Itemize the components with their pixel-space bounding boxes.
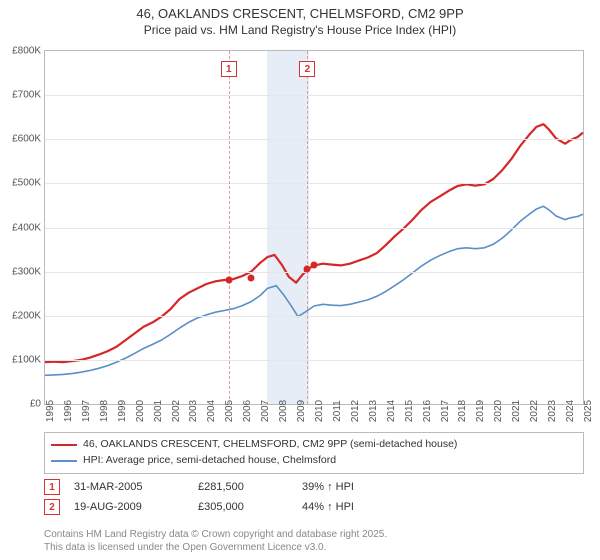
x-tick-label: 2016 bbox=[422, 400, 433, 422]
x-tick-label: 2023 bbox=[547, 400, 558, 422]
attribution-line-2: This data is licensed under the Open Gov… bbox=[44, 541, 584, 554]
x-tick-label: 2010 bbox=[314, 400, 325, 422]
sales-table: 1 31-MAR-2005 £281,500 39% ↑ HPI 2 19-AUG-200… bbox=[44, 477, 584, 517]
sale-marker-2: 2 bbox=[299, 61, 315, 77]
x-tick-label: 1999 bbox=[117, 400, 128, 422]
y-gridline bbox=[45, 316, 583, 317]
legend: 46, OAKLANDS CRESCENT, CHELMSFORD, CM2 9… bbox=[44, 432, 584, 474]
x-tick-label: 2003 bbox=[188, 400, 199, 422]
sale-date: 31-MAR-2005 bbox=[74, 481, 184, 493]
x-tick-label: 2013 bbox=[368, 400, 379, 422]
legend-label: 46, OAKLANDS CRESCENT, CHELMSFORD, CM2 9… bbox=[83, 437, 457, 453]
sale-marker-1: 1 bbox=[221, 61, 237, 77]
y-tick-label: £0 bbox=[1, 399, 41, 410]
x-tick-label: 2025 bbox=[583, 400, 594, 422]
x-tick-label: 1996 bbox=[63, 400, 74, 422]
x-tick-label: 2002 bbox=[171, 400, 182, 422]
attribution-line-1: Contains HM Land Registry data © Crown c… bbox=[44, 528, 584, 541]
sale-row-marker: 2 bbox=[44, 499, 60, 515]
x-tick-label: 1995 bbox=[45, 400, 56, 422]
legend-label: HPI: Average price, semi-detached house,… bbox=[83, 453, 336, 469]
x-tick-label: 2005 bbox=[224, 400, 235, 422]
sale-row: 2 19-AUG-2009 £305,000 44% ↑ HPI bbox=[44, 497, 584, 517]
plot-box: £0£100K£200K£300K£400K£500K£600K£700K£80… bbox=[44, 50, 584, 405]
y-gridline bbox=[45, 139, 583, 140]
x-tick-label: 2011 bbox=[332, 400, 343, 422]
legend-item: 46, OAKLANDS CRESCENT, CHELMSFORD, CM2 9… bbox=[51, 437, 577, 453]
x-tick-label: 2017 bbox=[440, 400, 451, 422]
y-tick-label: £700K bbox=[1, 90, 41, 101]
sale-row-marker: 1 bbox=[44, 479, 60, 495]
sale-vline bbox=[307, 51, 308, 404]
y-gridline bbox=[45, 228, 583, 229]
y-gridline bbox=[45, 95, 583, 96]
y-tick-label: £400K bbox=[1, 222, 41, 233]
sale-date: 19-AUG-2009 bbox=[74, 501, 184, 513]
sale-vline bbox=[229, 51, 230, 404]
y-gridline bbox=[45, 360, 583, 361]
x-tick-label: 2000 bbox=[135, 400, 146, 422]
chart-subtitle: Price paid vs. HM Land Registry's House … bbox=[0, 23, 600, 37]
x-tick-label: 2014 bbox=[386, 400, 397, 422]
sale-price: £305,000 bbox=[198, 501, 288, 513]
y-gridline bbox=[45, 272, 583, 273]
x-tick-label: 2004 bbox=[206, 400, 217, 422]
series-line-hpi bbox=[45, 206, 583, 375]
x-tick-label: 2009 bbox=[296, 400, 307, 422]
sale-vs-hpi: 44% ↑ HPI bbox=[302, 501, 392, 513]
sale-price: £281,500 bbox=[198, 481, 288, 493]
chart-area: £0£100K£200K£300K£400K£500K£600K£700K£80… bbox=[44, 50, 584, 405]
x-tick-label: 2020 bbox=[493, 400, 504, 422]
x-tick-label: 1997 bbox=[81, 400, 92, 422]
y-tick-label: £100K bbox=[1, 354, 41, 365]
x-tick-label: 2001 bbox=[153, 400, 164, 422]
x-tick-label: 2006 bbox=[242, 400, 253, 422]
y-gridline bbox=[45, 183, 583, 184]
x-tick-label: 2021 bbox=[511, 400, 522, 422]
series-line-price_paid bbox=[45, 124, 583, 362]
x-tick-label: 2024 bbox=[565, 400, 576, 422]
sale-vs-hpi: 39% ↑ HPI bbox=[302, 481, 392, 493]
x-tick-label: 2015 bbox=[404, 400, 415, 422]
sale-row: 1 31-MAR-2005 £281,500 39% ↑ HPI bbox=[44, 477, 584, 497]
series-marker-price_paid bbox=[248, 275, 255, 282]
x-tick-label: 2007 bbox=[260, 400, 271, 422]
series-marker-price_paid bbox=[225, 276, 232, 283]
series-marker-price_paid bbox=[311, 262, 318, 269]
x-tick-label: 2008 bbox=[278, 400, 289, 422]
x-tick-label: 2019 bbox=[475, 400, 486, 422]
x-tick-label: 2018 bbox=[457, 400, 468, 422]
legend-item: HPI: Average price, semi-detached house,… bbox=[51, 453, 577, 469]
attribution: Contains HM Land Registry data © Crown c… bbox=[44, 528, 584, 554]
legend-swatch bbox=[51, 444, 77, 446]
legend-swatch bbox=[51, 460, 77, 462]
x-tick-label: 2012 bbox=[350, 400, 361, 422]
y-tick-label: £300K bbox=[1, 266, 41, 277]
x-tick-label: 2022 bbox=[529, 400, 540, 422]
chart-title: 46, OAKLANDS CRESCENT, CHELMSFORD, CM2 9… bbox=[0, 6, 600, 21]
y-tick-label: £200K bbox=[1, 310, 41, 321]
series-marker-price_paid bbox=[304, 266, 311, 273]
y-tick-label: £800K bbox=[1, 46, 41, 57]
y-tick-label: £600K bbox=[1, 134, 41, 145]
x-tick-label: 1998 bbox=[99, 400, 110, 422]
y-tick-label: £500K bbox=[1, 178, 41, 189]
